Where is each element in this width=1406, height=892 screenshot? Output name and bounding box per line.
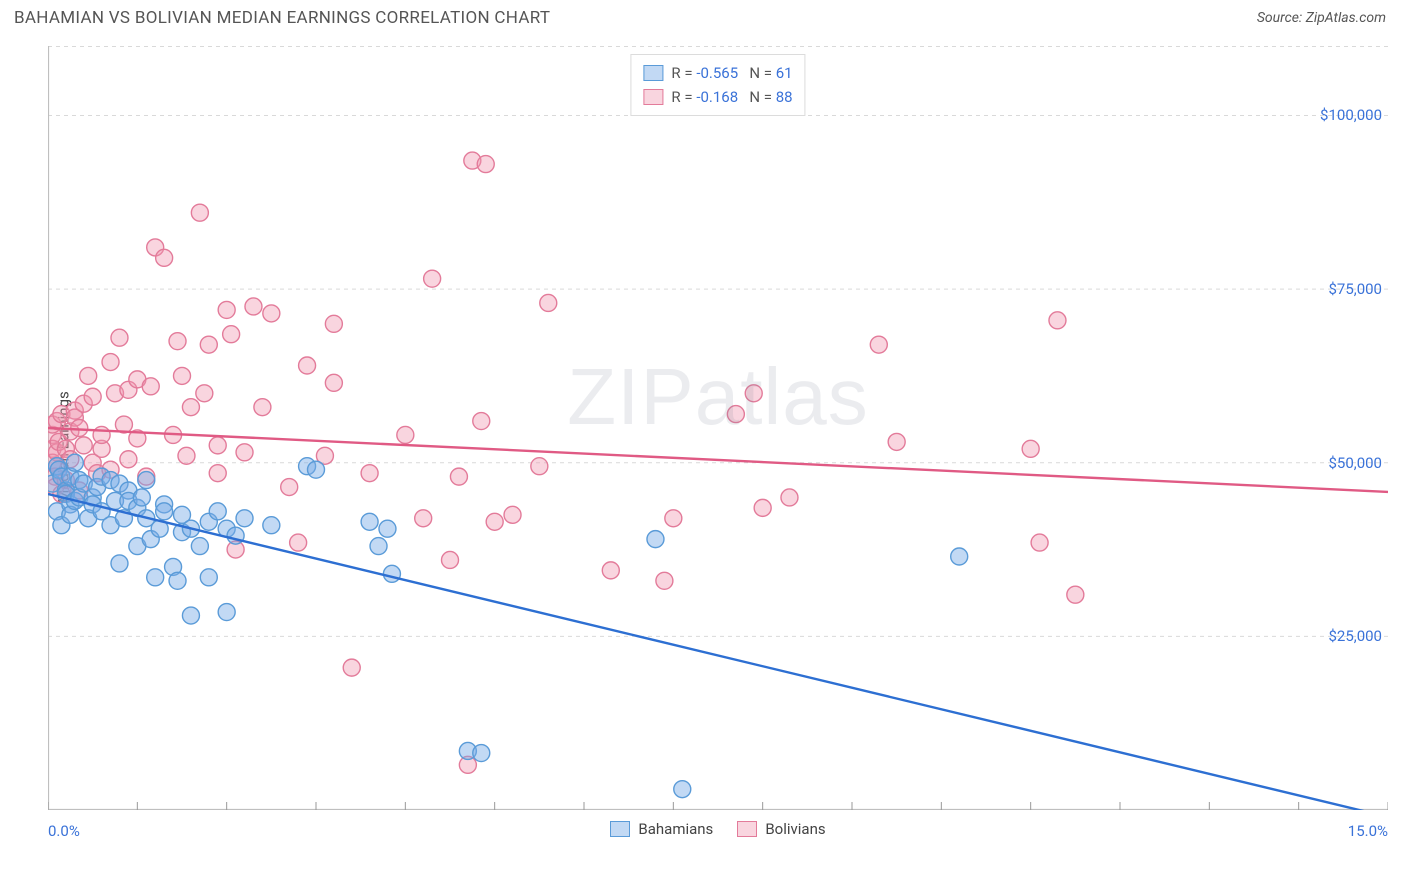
chart-title: BAHAMIAN VS BOLIVIAN MEDIAN EARNINGS COR… bbox=[14, 8, 550, 28]
legend-row: R = -0.168 N = 88 bbox=[643, 85, 792, 109]
pink-swatch-icon bbox=[643, 89, 663, 105]
x-max-label: 15.0% bbox=[1348, 822, 1388, 840]
plot-region: ZIPatlas R = -0.565 N = 61R = -0.168 N =… bbox=[48, 46, 1388, 810]
legend-row: R = -0.565 N = 61 bbox=[643, 61, 792, 85]
y-tick-label: $75,000 bbox=[1328, 280, 1382, 298]
legend-correlation-box: R = -0.565 N = 61R = -0.168 N = 88 bbox=[630, 54, 805, 116]
blue-swatch-icon bbox=[643, 65, 663, 81]
legend-stats: R = -0.168 N = 88 bbox=[671, 85, 792, 109]
source-attribution: Source: ZipAtlas.com bbox=[1257, 10, 1386, 26]
scatter-plot-svg bbox=[48, 46, 1388, 810]
x-axis-labels: 0.0% 15.0% bbox=[48, 822, 1388, 840]
y-tick-label: $100,000 bbox=[1320, 106, 1382, 124]
x-min-label: 0.0% bbox=[48, 822, 80, 840]
legend-stats: R = -0.565 N = 61 bbox=[671, 61, 792, 85]
y-tick-label: $25,000 bbox=[1328, 627, 1382, 645]
y-tick-label: $50,000 bbox=[1328, 454, 1382, 472]
chart-area: Median Earnings ZIPatlas R = -0.565 N = … bbox=[0, 32, 1406, 862]
